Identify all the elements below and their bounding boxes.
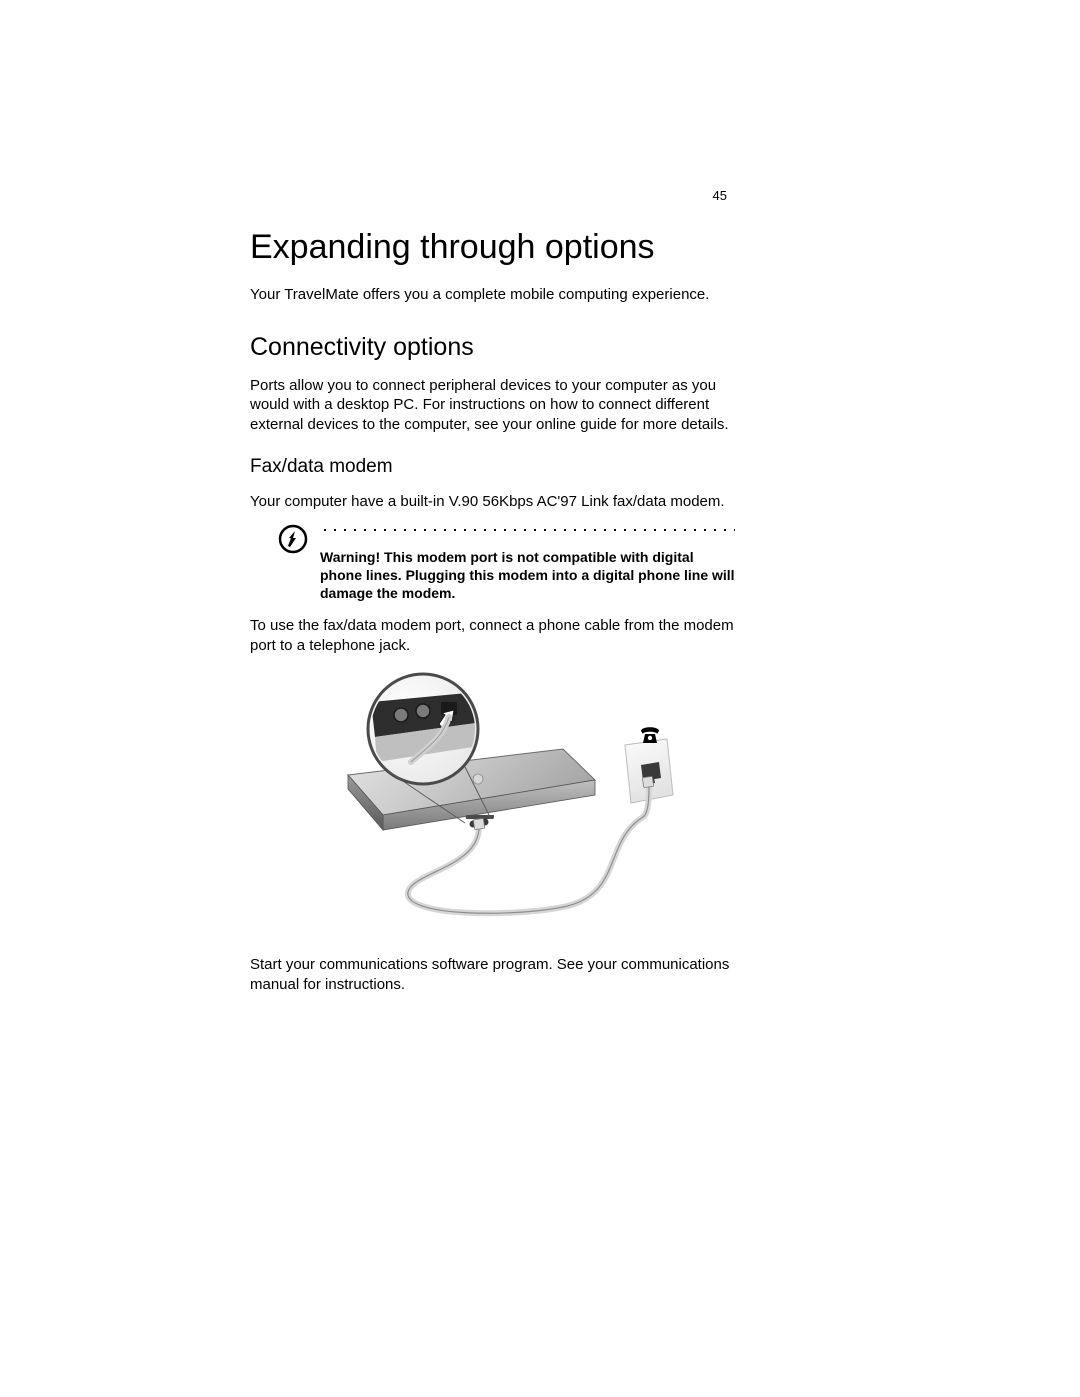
modem-paragraph-1: Your computer have a built-in V.90 56Kbp… [250, 492, 735, 512]
intro-paragraph: Your TravelMate offers you a complete mo… [250, 285, 735, 305]
heading-fax-data-modem: Fax/data modem [250, 456, 735, 478]
modem-paragraph-2: To use the fax/data modem port, connect … [250, 616, 735, 655]
warning-icon [278, 524, 308, 554]
heading-connectivity-options: Connectivity options [250, 333, 735, 362]
dotted-separator [320, 526, 735, 534]
modem-paragraph-3: Start your communications software progr… [250, 955, 735, 994]
connectivity-paragraph: Ports allow you to connect peripheral de… [250, 376, 735, 435]
heading-expanding-through-options: Expanding through options [250, 228, 735, 267]
page-number: 45 [713, 188, 727, 203]
page-content: 45 Expanding through options Your Travel… [250, 190, 735, 1004]
modem-connection-figure [250, 667, 735, 927]
warning-text: Warning! This modem port is not compatib… [320, 548, 735, 603]
warning-callout: Warning! This modem port is not compatib… [250, 526, 735, 603]
